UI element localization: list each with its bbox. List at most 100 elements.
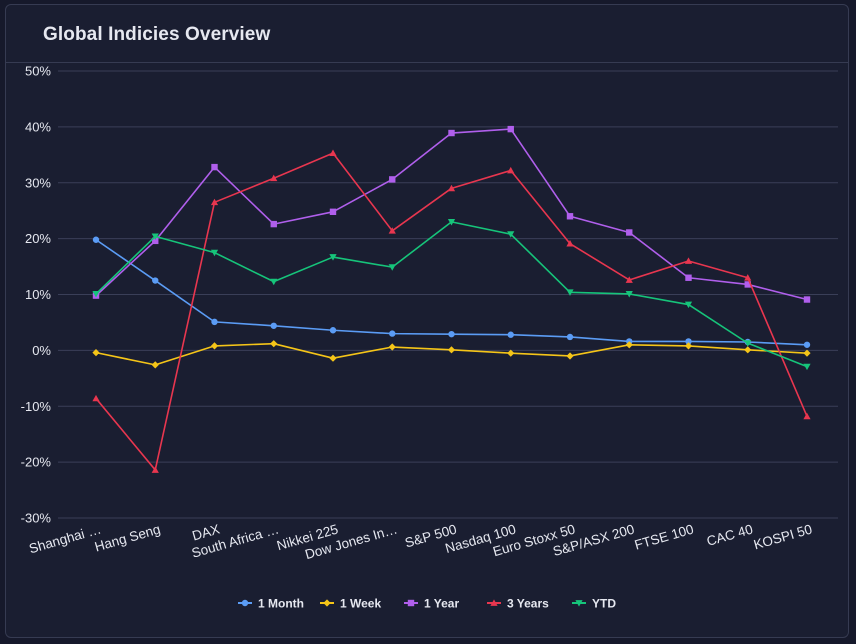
data-point-3-years (507, 166, 515, 174)
y-tick-label: 20% (25, 231, 51, 246)
legend-label: YTD (592, 596, 616, 610)
y-tick-label: 50% (25, 64, 51, 79)
x-tick-label: Hang Seng (93, 521, 162, 554)
legend-marker (241, 599, 249, 607)
data-point-1-year (566, 213, 574, 220)
data-point-ytd (447, 218, 456, 226)
legend-label: 3 Years (507, 596, 549, 610)
data-point-1-month (507, 331, 514, 338)
legend-marker (323, 599, 331, 607)
legend-item-ytd[interactable]: YTD (572, 596, 616, 610)
data-point-1-month (448, 330, 455, 338)
data-point-1-year (448, 129, 455, 137)
data-point-3-years (329, 149, 337, 157)
legend-marker (490, 599, 498, 606)
data-point-ytd (270, 278, 278, 286)
data-point-1-month (329, 327, 337, 334)
legend: 1 Month 1 Week 1 Year 3 Years YTD (238, 596, 616, 610)
data-point-1-year (389, 176, 396, 183)
data-point-1-year (685, 274, 692, 281)
x-tick-label: KOSPI 50 (752, 521, 814, 552)
legend-item-3-years[interactable]: 3 Years (487, 596, 549, 610)
data-point-1-week (684, 342, 693, 350)
data-point-ytd (566, 289, 574, 296)
y-tick-label: 10% (25, 287, 51, 302)
y-axis: 50% 40% 30% 20% 10% 0% -10% -20% -30% (21, 64, 52, 526)
series-line-1-year (95, 128, 808, 301)
data-point-1-week (744, 346, 752, 354)
data-point-1-year (211, 163, 218, 171)
data-point-1-month (152, 277, 159, 284)
data-point-1-year (270, 220, 277, 228)
x-tick-label: FTSE 100 (633, 521, 696, 552)
data-point-1-week (210, 342, 219, 350)
data-point-1-month (92, 236, 100, 243)
data-point-1-week (507, 349, 515, 357)
data-point-1-month (389, 330, 396, 337)
data-point-1-year (744, 281, 751, 288)
data-point-1-week (566, 352, 574, 360)
chart-title: Global Indicies Overview (43, 24, 271, 45)
data-point-ytd (151, 233, 159, 240)
legend-label: 1 Week (340, 596, 381, 610)
data-point-1-week (270, 340, 278, 348)
data-point-1-year (803, 296, 811, 303)
data-point-1-month (685, 338, 692, 345)
series-1-year (92, 125, 811, 303)
data-point-3-years (92, 394, 100, 402)
legend-marker (575, 600, 583, 607)
y-tick-label: 40% (25, 119, 51, 134)
data-point-1-week (388, 343, 396, 351)
y-tick-label: -30% (21, 511, 52, 526)
data-point-1-year (152, 237, 159, 245)
series-1-week (92, 340, 811, 369)
data-point-ytd (507, 231, 515, 238)
data-point-ytd (803, 363, 811, 371)
legend-item-1-month[interactable]: 1 Month (238, 596, 304, 610)
data-point-3-years (803, 412, 811, 420)
x-tick-label: CAC 40 (705, 521, 755, 548)
y-tick-label: -10% (21, 399, 52, 414)
series-3-years (92, 149, 811, 473)
y-tick-label: 30% (25, 175, 51, 190)
data-point-3-years (151, 466, 159, 473)
data-point-1-week (151, 361, 159, 369)
data-point-1-week (447, 346, 456, 354)
data-point-1-week (329, 354, 337, 362)
data-point-3-years (684, 257, 693, 264)
chart-card: Global Indicies Overview (5, 4, 849, 638)
series-1-month (92, 236, 811, 348)
legend-label: 1 Month (258, 596, 304, 610)
data-point-1-year (329, 208, 337, 216)
data-point-1-week (625, 341, 633, 349)
data-point-ytd (684, 301, 693, 309)
data-point-3-years (388, 227, 396, 234)
data-point-1-week (92, 349, 100, 357)
data-point-1-month (270, 322, 277, 329)
y-tick-label: -20% (21, 455, 52, 470)
data-point-1-week (803, 349, 811, 357)
legend-label: 1 Year (424, 596, 459, 610)
data-point-1-month (566, 333, 574, 341)
y-tick-label: 0% (32, 343, 51, 358)
data-point-3-years (447, 184, 456, 192)
data-point-3-years (210, 198, 219, 206)
data-point-ytd (329, 254, 337, 261)
data-point-ytd (92, 291, 100, 298)
data-point-1-month (211, 318, 218, 326)
legend-item-1-year[interactable]: 1 Year (404, 596, 459, 610)
card-header: Global Indicies Overview (6, 5, 848, 63)
data-point-3-years (625, 276, 633, 283)
legend-item-1-week[interactable]: 1 Week (320, 596, 381, 610)
data-point-3-years (270, 174, 278, 182)
data-point-3-years (744, 274, 752, 281)
data-point-ytd (744, 340, 752, 347)
grid-lines (58, 70, 838, 519)
x-tick-label: DAX (191, 521, 222, 543)
data-point-1-month (803, 341, 811, 348)
data-point-ytd (388, 264, 396, 271)
data-point-ytd (210, 249, 219, 257)
data-point-ytd (625, 291, 633, 298)
